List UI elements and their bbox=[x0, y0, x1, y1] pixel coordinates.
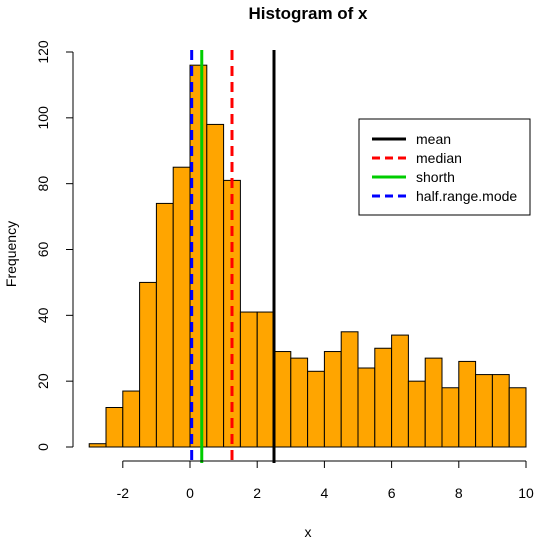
y-axis-label: Frequency bbox=[3, 221, 19, 287]
y-tick-label: 0 bbox=[35, 443, 51, 451]
histogram-bar bbox=[206, 123, 225, 448]
histogram-bar bbox=[273, 351, 292, 448]
legend-entry-label: shorth bbox=[416, 169, 455, 185]
histogram-bar bbox=[340, 331, 359, 448]
histogram-bar bbox=[122, 390, 141, 448]
x-axis: -2 0 2 4 6 8 10 bbox=[117, 460, 534, 501]
histogram-bar bbox=[357, 367, 376, 448]
legend-entry-label: median bbox=[416, 150, 462, 166]
y-tick-label: 120 bbox=[35, 40, 51, 64]
legend-box bbox=[358, 118, 531, 216]
y-tick-label: 20 bbox=[35, 373, 51, 389]
histogram-bar bbox=[391, 334, 409, 448]
y-axis: 0 20 40 60 80 100 120 bbox=[35, 40, 74, 451]
histogram-bar bbox=[239, 311, 258, 448]
histogram-bar bbox=[491, 374, 510, 448]
histogram-bar bbox=[424, 357, 443, 448]
legend-entry-label: mean bbox=[416, 131, 451, 147]
histogram-bar bbox=[88, 443, 107, 448]
histogram-bar bbox=[441, 387, 460, 448]
histogram-bar bbox=[475, 374, 493, 448]
legend-entry-label: half.range.mode bbox=[416, 188, 517, 204]
histogram-bar bbox=[374, 347, 393, 448]
x-tick-label: 0 bbox=[186, 485, 194, 501]
legend: mean median shorth half.range.mode bbox=[358, 118, 531, 216]
histogram-bar bbox=[508, 387, 527, 448]
x-tick-label: 8 bbox=[455, 485, 463, 501]
histogram-bar bbox=[323, 351, 342, 448]
histogram-bar bbox=[139, 281, 157, 448]
x-tick-label: 10 bbox=[518, 485, 534, 501]
histogram-bar bbox=[256, 311, 275, 448]
histogram-bar bbox=[307, 370, 325, 448]
x-tick-label: -2 bbox=[117, 485, 130, 501]
histogram-bar bbox=[105, 407, 124, 448]
reference-lines-layer bbox=[190, 50, 276, 463]
histogram-bar bbox=[290, 357, 309, 448]
y-tick-label: 60 bbox=[35, 242, 51, 258]
chart-title: Histogram of x bbox=[248, 4, 368, 23]
histogram-bar bbox=[172, 166, 191, 448]
histogram-bar bbox=[155, 202, 174, 448]
y-tick-label: 100 bbox=[35, 106, 51, 130]
histogram-bar bbox=[458, 360, 477, 448]
x-axis-label: x bbox=[305, 524, 312, 540]
x-tick-label: 2 bbox=[253, 485, 261, 501]
y-tick-label: 40 bbox=[35, 307, 51, 323]
histogram-bar bbox=[407, 380, 426, 448]
y-tick-label: 80 bbox=[35, 176, 51, 192]
x-tick-label: 6 bbox=[388, 485, 396, 501]
x-tick-label: 4 bbox=[321, 485, 329, 501]
